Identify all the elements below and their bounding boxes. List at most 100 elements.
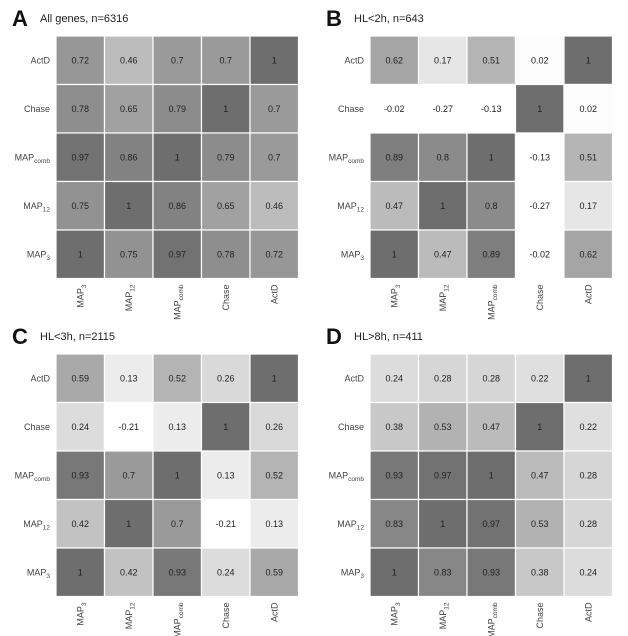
row-label: MAPcomb	[329, 152, 365, 165]
heatmap-cell	[55, 498, 106, 549]
heatmap-cell	[466, 450, 517, 501]
cell-value-label: 0.53	[531, 519, 549, 529]
heatmap-cell	[563, 547, 614, 598]
heatmap-cell	[417, 132, 468, 183]
cell-value-label: 0.24	[71, 422, 89, 432]
cell-value-label: 0.13	[168, 422, 186, 432]
heatmap-cell	[514, 547, 565, 598]
cell-value-label: 0.78	[71, 104, 89, 114]
heatmap-cell	[514, 35, 565, 86]
cell-value-label: 0.86	[120, 152, 138, 162]
cell-value-label: 0.93	[71, 470, 89, 480]
heatmap-panel-c: C HL<3h, n=2115 0.59 0.13 0.52 0.26 1 0.24 -0.21…	[12, 324, 300, 636]
heatmap-cell	[200, 498, 251, 549]
column-label: ActD	[583, 284, 593, 304]
cell-value-label: 0.93	[168, 567, 186, 577]
heatmap-cell	[200, 450, 251, 501]
column-label: Chase	[221, 603, 231, 629]
row-label: MAP3	[341, 249, 365, 262]
column-label: MAP12	[124, 602, 137, 629]
heatmap-cell	[417, 35, 468, 86]
heatmap-cell	[417, 353, 468, 404]
heatmap-cell	[417, 401, 468, 452]
heatmap-cell	[514, 450, 565, 501]
heatmap-cell	[563, 132, 614, 183]
cell-value-label: 0.28	[579, 470, 597, 480]
heatmap-cell	[200, 401, 251, 452]
heatmap-cell	[103, 229, 154, 280]
heatmap-cell	[563, 35, 614, 86]
column-label: MAP12	[438, 284, 451, 311]
heatmap-cell	[563, 450, 614, 501]
row-label: MAP12	[23, 519, 50, 532]
cell-value-label: -0.02	[529, 249, 550, 259]
heatmap-cell	[55, 180, 106, 231]
heatmap-cell	[200, 353, 251, 404]
cell-value-label: 0.24	[385, 373, 403, 383]
cell-value-label: 0.28	[434, 373, 452, 383]
column-label: Chase	[535, 603, 545, 629]
heatmap-cell	[563, 498, 614, 549]
panel-title: HL>8h, n=411	[354, 331, 423, 343]
heatmap-cell	[103, 498, 154, 549]
cell-value-label: -0.02	[384, 104, 405, 114]
cell-value-label: 0.38	[385, 422, 403, 432]
heatmap-cell	[417, 180, 468, 231]
cell-value-label: 1	[272, 373, 277, 383]
heatmap-cell	[369, 401, 420, 452]
cell-value-label: 1	[586, 373, 591, 383]
cell-value-label: 0.83	[434, 567, 452, 577]
row-label: ActD	[30, 55, 50, 65]
cell-value-label: 0.93	[482, 567, 500, 577]
column-label: MAP12	[438, 602, 451, 629]
heatmap-cell	[249, 229, 300, 280]
cell-value-label: 0.86	[168, 201, 186, 211]
heatmap-cell	[152, 229, 203, 280]
heatmap-cell	[417, 547, 468, 598]
row-label: MAPcomb	[329, 470, 365, 483]
heatmap-cell	[514, 229, 565, 280]
cell-value-label: 1	[586, 55, 591, 65]
cell-value-label: 0.62	[385, 55, 403, 65]
cell-value-label: 0.13	[265, 519, 283, 529]
cell-value-label: 0.7	[171, 55, 184, 65]
heatmap-cell	[249, 450, 300, 501]
heatmap-cell	[417, 229, 468, 280]
cell-value-label: 1	[537, 422, 542, 432]
heatmap-cell	[466, 547, 517, 598]
heatmap-cell	[369, 353, 420, 404]
cell-value-label: 0.26	[265, 422, 283, 432]
heatmap-cell	[103, 547, 154, 598]
panel-title: HL<3h, n=2115	[40, 331, 115, 343]
row-label: MAP12	[337, 519, 364, 532]
heatmap-cell	[249, 547, 300, 598]
row-label: Chase	[338, 104, 364, 114]
heatmap-cell	[103, 35, 154, 86]
cell-value-label: 0.7	[268, 104, 281, 114]
cell-value-label: 0.47	[385, 201, 403, 211]
heatmap-cell	[514, 401, 565, 452]
cell-value-label: 0.59	[71, 373, 89, 383]
heatmap-cell	[55, 353, 106, 404]
heatmap-cell	[369, 229, 420, 280]
panel-title: HL<2h, n=643	[354, 13, 424, 25]
row-label: ActD	[344, 55, 364, 65]
heatmap-cell	[466, 353, 517, 404]
cell-value-label: 1	[392, 249, 397, 259]
cell-value-label: 0.22	[531, 373, 549, 383]
cell-value-label: 0.97	[71, 152, 89, 162]
cell-value-label: 0.8	[436, 152, 449, 162]
cell-value-label: 0.65	[120, 104, 138, 114]
heatmap-cell	[249, 180, 300, 231]
row-label: MAP3	[27, 567, 51, 580]
cell-value-label: 0.46	[120, 55, 138, 65]
heatmap-panel-d: D HL>8h, n=411 0.24 0.28 0.28 0.22 1 0.38 0.53 0.…	[326, 324, 614, 636]
heatmap-cell	[152, 180, 203, 231]
column-label: ActD	[583, 602, 593, 622]
cell-value-label: 0.02	[531, 55, 549, 65]
cell-value-label: 0.7	[219, 55, 232, 65]
cell-value-label: 0.59	[265, 567, 283, 577]
cell-value-label: 0.52	[168, 373, 186, 383]
cell-value-label: 1	[78, 249, 83, 259]
